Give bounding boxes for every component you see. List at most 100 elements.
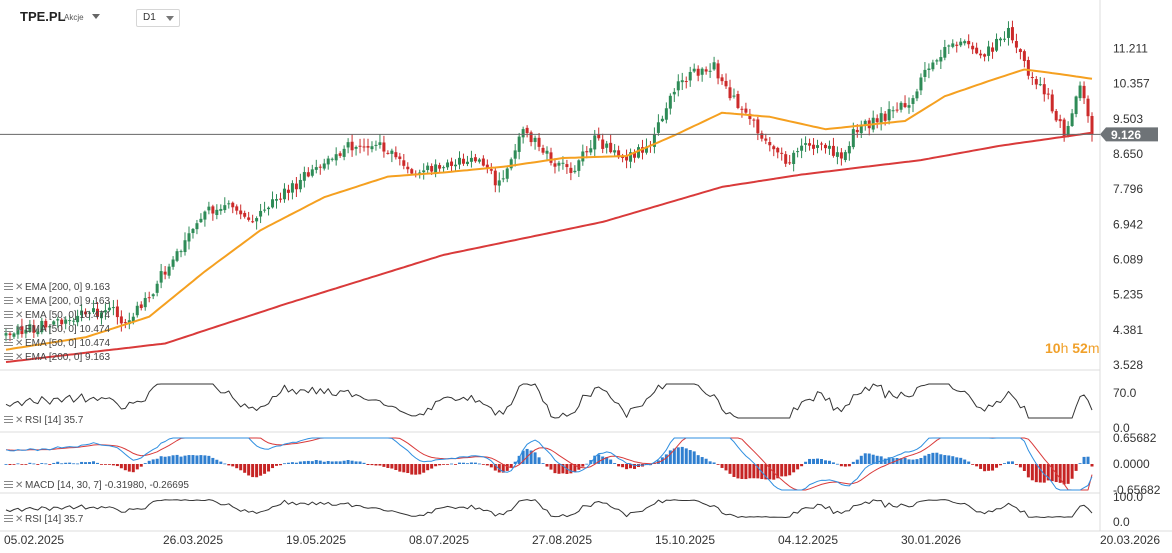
candle-body (537, 137, 541, 147)
candle-body (44, 320, 48, 328)
overlay-legend-item[interactable]: ✕ EMA [50, 0] 10.474 (4, 309, 110, 322)
time-axis-tick-label: 26.03.2025 (163, 533, 223, 547)
candle-body (637, 147, 641, 158)
price-axis-tick-label: 9.503 (1113, 112, 1143, 126)
candle-body (939, 57, 943, 62)
macd-histogram-bar (931, 452, 935, 464)
close-icon[interactable]: ✕ (15, 415, 24, 426)
close-icon[interactable]: ✕ (15, 310, 24, 321)
candle-body (728, 87, 732, 99)
menu-icon[interactable] (4, 297, 13, 305)
menu-icon[interactable] (4, 481, 13, 489)
macd-histogram-bar (752, 464, 756, 479)
macd-histogram-bar (887, 457, 891, 464)
menu-icon[interactable] (4, 339, 13, 347)
macd-histogram-bar (1074, 464, 1078, 471)
symbol-dropdown-caret-icon[interactable] (92, 14, 100, 19)
candle-body (477, 159, 481, 162)
rsi-legend[interactable]: ✕ RSI [14] 35.7 (4, 414, 83, 427)
macd-histogram-bar (195, 455, 199, 464)
candle-body (915, 91, 919, 99)
macd-histogram-bar (561, 464, 565, 474)
candle-body (338, 153, 342, 156)
macd-histogram-bar (1010, 461, 1014, 464)
macd-histogram-bar (819, 458, 823, 464)
menu-icon[interactable] (4, 515, 13, 523)
macd-histogram-bar (1030, 464, 1034, 481)
macd-histogram-bar (501, 464, 505, 473)
ema200-line (5, 131, 1093, 363)
overlay-legend-item[interactable]: ✕ EMA [50, 0] 10.474 (4, 323, 110, 336)
macd-legend[interactable]: ✕ MACD [14, 30, 7] -0.31980, -0.26695 (4, 479, 189, 492)
close-icon[interactable]: ✕ (15, 324, 24, 335)
macd-histogram-bar (414, 464, 418, 475)
candle-body (473, 157, 477, 162)
countdown-hours: 10 (1045, 340, 1061, 356)
candle-body (776, 147, 780, 153)
macd-histogram-bar (406, 464, 410, 474)
macd-histogram-bar (541, 463, 545, 464)
close-icon[interactable]: ✕ (15, 296, 24, 307)
macd-histogram-bar (497, 464, 501, 473)
menu-icon[interactable] (4, 325, 13, 333)
candle-body (1046, 93, 1050, 95)
macd-histogram-bar (581, 464, 585, 467)
candle-body (708, 70, 712, 72)
candle-body (1078, 85, 1082, 99)
macd-histogram-bar (613, 463, 617, 464)
macd-histogram-bar (764, 464, 768, 480)
close-icon[interactable]: ✕ (15, 338, 24, 349)
macd-histogram-bar (139, 464, 143, 467)
macd-histogram-bar (422, 464, 426, 473)
macd-histogram-bar (454, 464, 458, 465)
candle-body (1042, 84, 1046, 95)
macd-axis-tick-label: 0.0000 (1113, 457, 1150, 471)
overlay-legend-item[interactable]: ✕ EMA [50, 0] 10.474 (4, 337, 110, 350)
overlay-legend-item[interactable]: ✕ EMA [200, 0] 9.163 (4, 281, 110, 294)
macd-histogram-bar (553, 464, 557, 474)
menu-icon[interactable] (4, 311, 13, 319)
macd-histogram-bar (796, 464, 800, 470)
macd-histogram-bar (704, 458, 708, 464)
macd-histogram-bar (680, 446, 684, 464)
symbol-label[interactable]: TPE.PL (20, 9, 66, 24)
menu-icon[interactable] (4, 283, 13, 291)
macd-histogram-bar (263, 464, 267, 474)
macd-histogram-bar (223, 463, 227, 465)
macd-histogram-bar (708, 461, 712, 464)
macd-histogram-bar (724, 464, 728, 471)
close-icon[interactable]: ✕ (15, 514, 24, 525)
candle-body (847, 146, 851, 154)
macd-histogram-bar (314, 460, 318, 464)
menu-icon[interactable] (4, 353, 13, 361)
macd-histogram-bar (191, 455, 195, 464)
macd-histogram-bar (601, 456, 605, 464)
macd-histogram-bar (143, 463, 147, 464)
time-axis-tick-label: 30.01.2026 (901, 533, 961, 547)
overlay-legend-item[interactable]: ✕ EMA [200, 0] 9.163 (4, 351, 110, 364)
overlay-legend-item[interactable]: ✕ EMA [200, 0] 9.163 (4, 295, 110, 308)
macd-histogram-bar (720, 464, 724, 468)
candle-body (422, 170, 426, 173)
timeframe-select[interactable]: D1 (136, 9, 180, 27)
macd-histogram-bar (489, 464, 493, 468)
rsi-legend-2[interactable]: ✕ RSI [14] 35.7 (4, 513, 83, 526)
macd-histogram-bar (99, 464, 103, 465)
macd-histogram-bar (847, 464, 851, 467)
candle-body (461, 158, 465, 164)
candle-body (8, 333, 12, 336)
candle-body (159, 271, 163, 283)
candle-body (768, 142, 772, 146)
candle-body (831, 145, 835, 156)
menu-icon[interactable] (4, 416, 13, 424)
close-icon[interactable]: ✕ (15, 480, 24, 491)
close-icon[interactable]: ✕ (15, 352, 24, 363)
candle-body (481, 158, 485, 166)
close-icon[interactable]: ✕ (15, 282, 24, 293)
macd-histogram-bar (915, 459, 919, 464)
candle-body (545, 150, 549, 154)
candle-body (521, 129, 525, 138)
candle-body (267, 207, 271, 210)
candle-body (282, 188, 286, 200)
